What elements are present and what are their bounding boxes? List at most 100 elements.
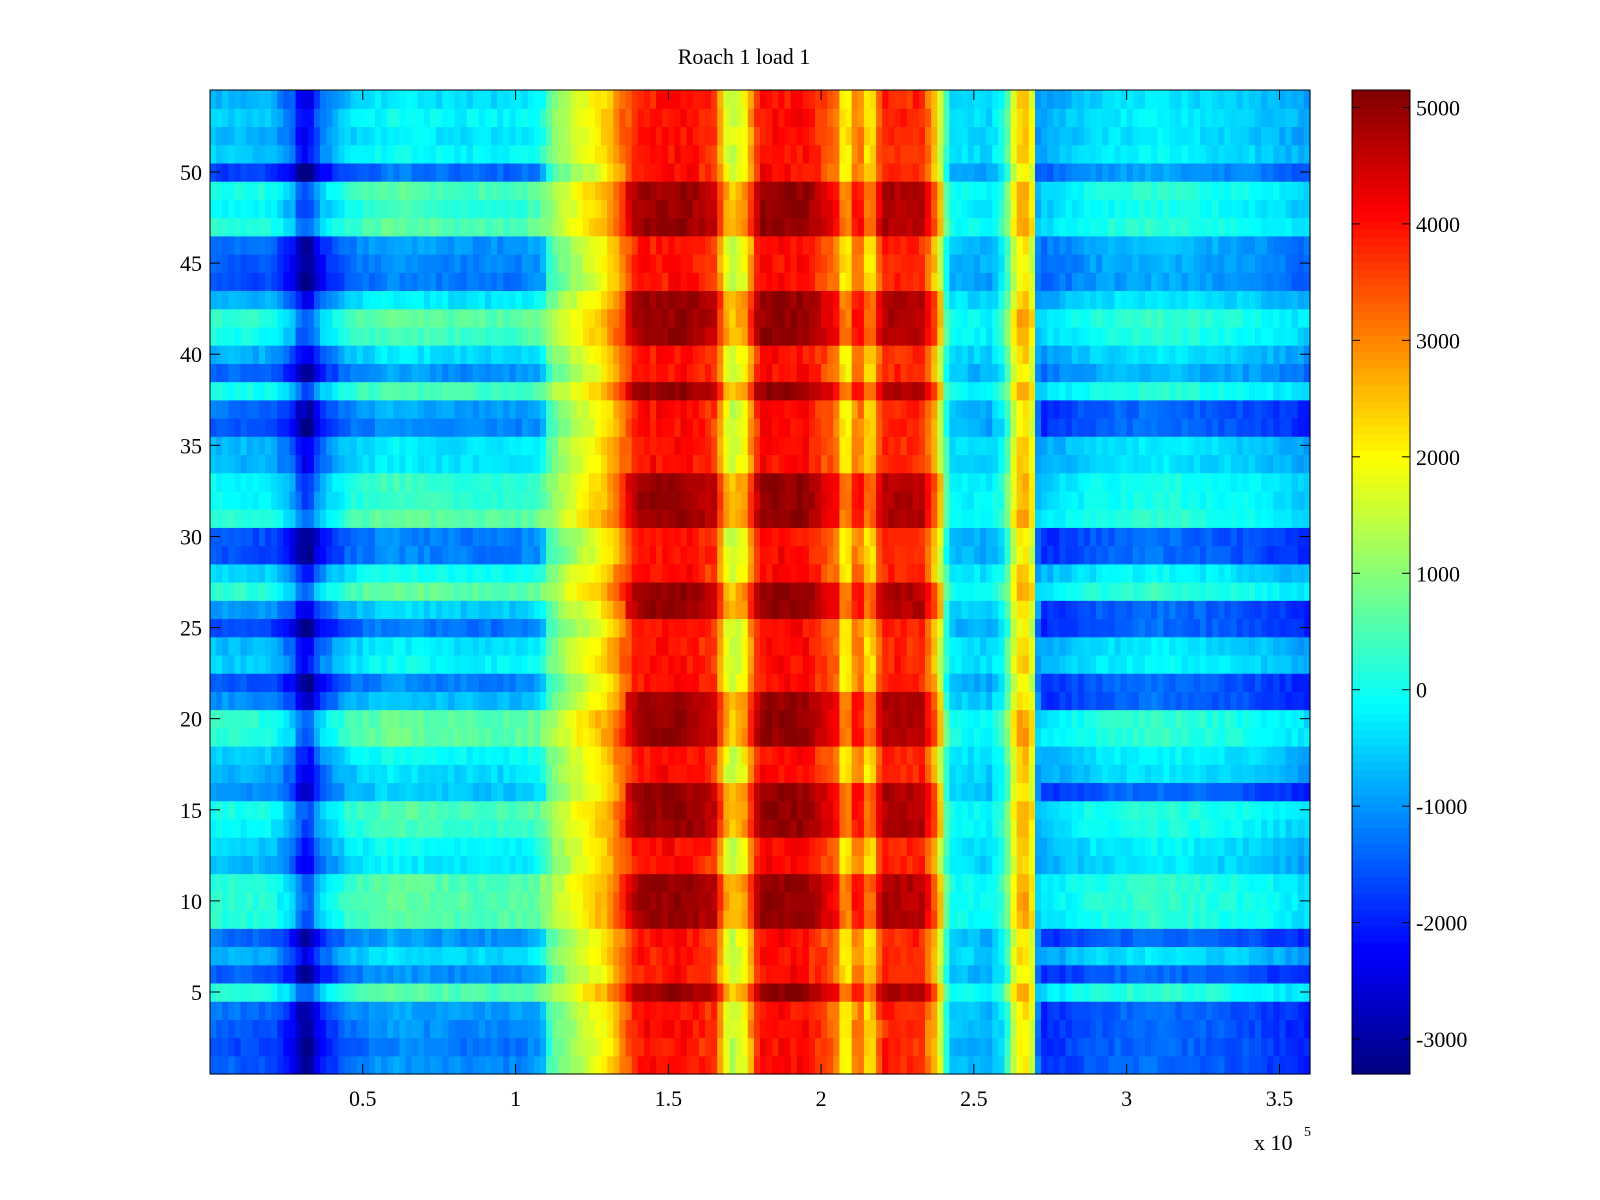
heatmap-cell bbox=[1108, 910, 1116, 929]
heatmap-cell bbox=[1230, 818, 1238, 838]
heatmap-cell bbox=[882, 928, 889, 948]
heatmap-cell bbox=[937, 673, 944, 692]
heatmap-cell bbox=[454, 618, 462, 638]
heatmap-cell bbox=[845, 600, 853, 620]
heatmap-cell bbox=[1248, 946, 1256, 966]
heatmap-cell bbox=[375, 1037, 382, 1057]
heatmap-cell bbox=[277, 618, 284, 638]
heatmap-cell bbox=[1242, 964, 1250, 984]
heatmap-cell bbox=[240, 618, 248, 638]
heatmap-cell bbox=[815, 800, 822, 820]
heatmap-cell bbox=[760, 982, 767, 1002]
heatmap-cell bbox=[692, 727, 700, 747]
heatmap-cell bbox=[668, 709, 676, 729]
heatmap-cell bbox=[460, 691, 468, 711]
heatmap-cell bbox=[271, 928, 278, 948]
heatmap-cell bbox=[216, 636, 223, 656]
heatmap-cell bbox=[485, 1037, 492, 1057]
heatmap-cell bbox=[1096, 946, 1103, 966]
heatmap-cell bbox=[1016, 1001, 1024, 1020]
heatmap-cell bbox=[1163, 746, 1171, 765]
heatmap-cell bbox=[1126, 636, 1134, 656]
heatmap-cell bbox=[1041, 636, 1048, 656]
heatmap-cell bbox=[772, 563, 779, 583]
heatmap-cell bbox=[246, 727, 254, 747]
heatmap-cell bbox=[387, 837, 394, 856]
heatmap-cell bbox=[234, 1037, 242, 1057]
heatmap-cell bbox=[607, 946, 614, 966]
heatmap-cell bbox=[741, 928, 749, 948]
heatmap-cell bbox=[717, 600, 724, 620]
heatmap-cell bbox=[234, 1019, 242, 1039]
heatmap-cell bbox=[472, 1037, 480, 1057]
heatmap-cell bbox=[821, 855, 828, 875]
heatmap-cell bbox=[320, 618, 327, 638]
heatmap-cell bbox=[430, 1037, 437, 1057]
heatmap-cell bbox=[411, 964, 419, 984]
heatmap-cell bbox=[552, 818, 559, 838]
heatmap-cell bbox=[423, 600, 431, 620]
heatmap-cell bbox=[515, 891, 523, 911]
heatmap-cell bbox=[772, 891, 779, 911]
heatmap-cell bbox=[973, 600, 981, 620]
heatmap-cell bbox=[851, 582, 859, 601]
heatmap-cell bbox=[973, 1019, 981, 1039]
heatmap-cell bbox=[1200, 618, 1207, 638]
heatmap-cell bbox=[980, 636, 987, 656]
heatmap-cell bbox=[258, 982, 266, 1002]
heatmap-cell bbox=[1187, 891, 1195, 911]
heatmap-cell bbox=[1065, 709, 1073, 729]
heatmap-cell bbox=[741, 746, 749, 765]
heatmap-cell bbox=[900, 800, 908, 820]
heatmap-cell bbox=[1077, 837, 1085, 856]
heatmap-cell bbox=[411, 727, 419, 747]
heatmap-cell bbox=[234, 818, 242, 838]
heatmap-cell bbox=[778, 654, 786, 674]
heatmap-cell bbox=[686, 764, 694, 784]
heatmap-cell bbox=[790, 873, 798, 893]
heatmap-cell bbox=[1041, 891, 1048, 911]
heatmap-cell bbox=[1224, 1037, 1232, 1057]
heatmap-cell bbox=[918, 582, 926, 601]
heatmap-cell bbox=[1303, 727, 1311, 747]
heatmap-cell bbox=[1132, 800, 1140, 820]
heatmap-cell bbox=[863, 891, 871, 911]
heatmap-cell bbox=[1102, 946, 1109, 966]
heatmap-cell bbox=[705, 746, 712, 765]
heatmap-cell bbox=[717, 873, 724, 893]
heatmap-cell bbox=[1059, 1019, 1067, 1039]
heatmap-cell bbox=[735, 563, 743, 583]
heatmap-cell bbox=[485, 709, 492, 729]
heatmap-cell bbox=[338, 673, 346, 692]
heatmap-cell bbox=[497, 1019, 504, 1039]
heatmap-cell bbox=[1010, 800, 1018, 820]
heatmap-cell bbox=[845, 891, 853, 911]
heatmap-cell bbox=[949, 782, 957, 802]
heatmap-cell bbox=[271, 964, 278, 984]
heatmap-cell bbox=[643, 709, 651, 729]
heatmap-cell bbox=[509, 673, 517, 692]
heatmap-cell bbox=[1065, 691, 1073, 711]
heatmap-cell bbox=[674, 691, 682, 711]
heatmap-cell bbox=[595, 582, 602, 601]
heatmap-cell bbox=[674, 910, 682, 929]
heatmap-cell bbox=[393, 654, 401, 674]
heatmap-cell bbox=[521, 673, 529, 692]
heatmap-cell bbox=[1279, 727, 1287, 747]
heatmap-cell bbox=[882, 855, 889, 875]
heatmap-cell bbox=[1267, 946, 1274, 966]
heatmap-cell bbox=[454, 1037, 462, 1057]
heatmap-cell bbox=[265, 855, 272, 875]
heatmap-cell bbox=[1297, 782, 1305, 802]
heatmap-cell bbox=[576, 837, 584, 856]
heatmap-cell bbox=[1261, 1019, 1268, 1039]
heatmap-cell bbox=[1102, 891, 1109, 911]
heatmap-cell bbox=[326, 1055, 333, 1075]
heatmap-cell bbox=[808, 873, 816, 893]
heatmap-cell bbox=[943, 1055, 951, 1075]
heatmap-cell bbox=[375, 764, 382, 784]
heatmap-cell bbox=[601, 691, 608, 711]
heatmap-cell bbox=[320, 691, 327, 711]
heatmap-cell bbox=[1028, 800, 1036, 820]
heatmap-cell bbox=[1206, 910, 1213, 929]
